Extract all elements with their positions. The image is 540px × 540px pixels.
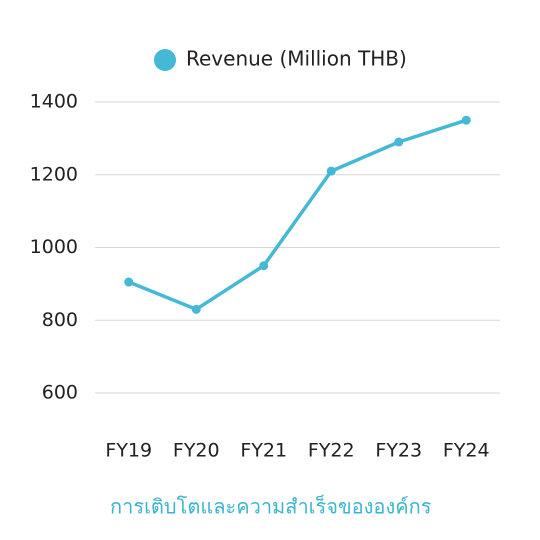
line [128, 118, 467, 312]
x-tick-label: FY21 [240, 440, 287, 462]
legend-marker [154, 49, 176, 71]
legend-label: Revenue (Million THB) [186, 47, 407, 71]
y-tick-label: 1000 [30, 236, 78, 258]
x-tick-label: FY20 [173, 440, 220, 462]
point [326, 166, 336, 176]
point [394, 137, 404, 147]
point [124, 277, 134, 287]
x-tick-label: FY24 [443, 440, 490, 462]
point [259, 261, 269, 271]
x-tick-label: FY22 [308, 440, 355, 462]
y-tick-label: 1400 [30, 91, 78, 113]
y-tick-label: 800 [42, 309, 78, 331]
y-tick-label: 1200 [30, 163, 78, 185]
caption: การเติบโตและความสำเร็จขององค์กร [110, 494, 432, 519]
y-tick-label: 600 [42, 382, 78, 404]
x-tick-label: FY23 [375, 440, 422, 462]
point [461, 115, 471, 125]
x-tick-label: FY19 [105, 440, 152, 462]
point [191, 304, 201, 314]
